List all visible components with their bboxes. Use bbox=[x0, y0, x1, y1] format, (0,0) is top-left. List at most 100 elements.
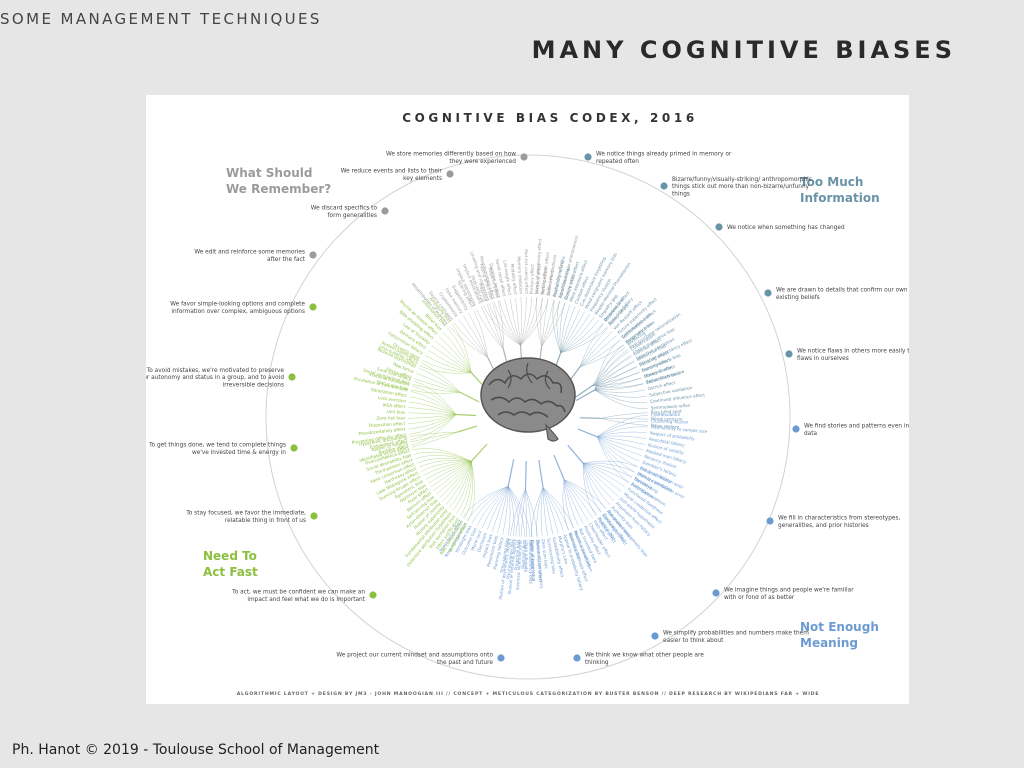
branch-stem bbox=[460, 391, 480, 403]
quadrant-title-information: Too Much Information bbox=[800, 175, 880, 205]
branch-twig bbox=[408, 401, 457, 415]
branch-twig bbox=[410, 390, 457, 415]
branch-twig bbox=[409, 414, 457, 435]
bias-term: Zero-risk bias bbox=[376, 415, 405, 420]
bias-term: Suffix effect bbox=[546, 270, 555, 296]
slide-title: MANY COGNITIVE BIASES bbox=[531, 36, 956, 64]
branch-stem bbox=[507, 459, 515, 487]
branch-twig bbox=[583, 463, 626, 488]
branch-twig bbox=[563, 479, 606, 509]
branch-twig bbox=[594, 389, 645, 393]
branch-twig bbox=[560, 313, 590, 353]
branch-twig bbox=[560, 311, 586, 353]
branch-twig bbox=[560, 319, 599, 354]
bias-term: Anecdotal fallacy bbox=[649, 436, 686, 448]
branch-twig bbox=[509, 298, 521, 346]
branch-twig bbox=[556, 301, 561, 353]
category-label: We edit and reinforce some memories after… bbox=[194, 249, 305, 262]
branch-twig bbox=[507, 486, 520, 537]
branch-twig bbox=[492, 302, 504, 350]
bias-term: Ostrich effect bbox=[647, 380, 676, 391]
branch-twig bbox=[594, 389, 648, 404]
branch-twig bbox=[597, 415, 649, 437]
category-dot bbox=[584, 153, 592, 161]
branch-twig bbox=[594, 383, 644, 391]
category-label: To get things done, we tend to complete … bbox=[148, 442, 286, 455]
branch-twig bbox=[428, 349, 472, 373]
branch-twig bbox=[413, 451, 472, 462]
category-label: To act, we must be confident we can make… bbox=[231, 589, 366, 602]
branch-twig bbox=[459, 461, 472, 517]
category-dot bbox=[309, 303, 317, 311]
bias-term: Pro-innovation bias bbox=[505, 539, 515, 580]
category-dot bbox=[520, 153, 528, 161]
branch-twig bbox=[408, 412, 457, 415]
branch-twig bbox=[502, 486, 509, 535]
branch-twig bbox=[579, 340, 621, 368]
branch-twig bbox=[583, 463, 619, 497]
branch-twig bbox=[497, 486, 509, 534]
bias-term: Testing effect bbox=[540, 266, 548, 296]
bias-term: Disposition effect bbox=[369, 421, 406, 428]
branch-stem bbox=[457, 425, 478, 433]
branch-twig bbox=[563, 479, 593, 519]
branch-twig bbox=[407, 414, 457, 419]
bias-term: Denomination effect bbox=[535, 539, 543, 582]
branch-twig bbox=[436, 461, 472, 495]
branch-twig bbox=[583, 462, 635, 473]
branch-twig bbox=[458, 319, 488, 358]
branch-twig bbox=[409, 396, 457, 415]
branch-twig bbox=[449, 326, 488, 358]
branch-twig bbox=[560, 323, 604, 354]
quadrant-title-remember: What Should We Remember? bbox=[226, 166, 331, 196]
branch-twig bbox=[412, 384, 461, 393]
branch-twig bbox=[592, 356, 632, 386]
branch-twig bbox=[420, 461, 472, 472]
branch-twig bbox=[430, 461, 472, 488]
branch-twig bbox=[520, 297, 522, 346]
branch-twig bbox=[541, 301, 560, 347]
branch-stem bbox=[538, 459, 544, 488]
category-labels: We store memories differently based on h… bbox=[146, 151, 909, 665]
branch-twig bbox=[415, 455, 472, 462]
branch-twig bbox=[594, 360, 635, 391]
branch-twig bbox=[515, 297, 521, 346]
branch-twig bbox=[418, 460, 472, 468]
bias-term: Levels of processing effect bbox=[534, 238, 543, 294]
branch-twig bbox=[431, 345, 472, 373]
branch-twig bbox=[536, 487, 544, 537]
category-dots bbox=[288, 153, 800, 662]
codex-diagram: COGNITIVE BIAS CODEX, 2016 Confirmation … bbox=[146, 111, 909, 697]
branch-twig bbox=[599, 418, 649, 420]
section-title: SOME MANAGEMENT TECHNIQUES bbox=[0, 10, 322, 28]
branch-twig bbox=[540, 297, 543, 347]
poster-title: COGNITIVE BIAS CODEX, 2016 bbox=[402, 111, 698, 125]
branch-twig bbox=[414, 378, 461, 393]
branch-twig bbox=[542, 487, 564, 532]
branch-stem bbox=[524, 460, 527, 490]
category-label: We are drawn to details that confirm our… bbox=[776, 287, 908, 300]
branch-twig bbox=[418, 367, 461, 393]
branch-twig bbox=[449, 461, 472, 508]
branch-twig bbox=[411, 414, 457, 446]
bias-term: Modality effect bbox=[510, 263, 518, 295]
branch-twig bbox=[427, 461, 472, 484]
branch-twig bbox=[531, 487, 544, 538]
category-dot bbox=[290, 444, 298, 452]
category-dot bbox=[766, 517, 774, 525]
branch-twig bbox=[583, 460, 638, 468]
branch-stem bbox=[470, 443, 488, 462]
branch-twig bbox=[579, 344, 624, 368]
footer-credit: Ph. Hanot © 2019 - Toulouse School of Ma… bbox=[12, 742, 380, 758]
branch-twig bbox=[582, 463, 597, 516]
branch-twig bbox=[592, 346, 626, 386]
branch-twig bbox=[579, 327, 609, 368]
cognitive-bias-codex-poster: COGNITIVE BIAS CODEX, 2016 Confirmation … bbox=[146, 95, 909, 704]
branch-twig bbox=[493, 301, 521, 346]
branch-twig bbox=[563, 479, 598, 516]
branch-twig bbox=[507, 486, 511, 536]
branch-twig bbox=[597, 436, 638, 467]
branch-twig bbox=[520, 488, 526, 537]
branch-twig bbox=[483, 305, 521, 346]
category-label: We store memories differently based on h… bbox=[386, 151, 516, 164]
